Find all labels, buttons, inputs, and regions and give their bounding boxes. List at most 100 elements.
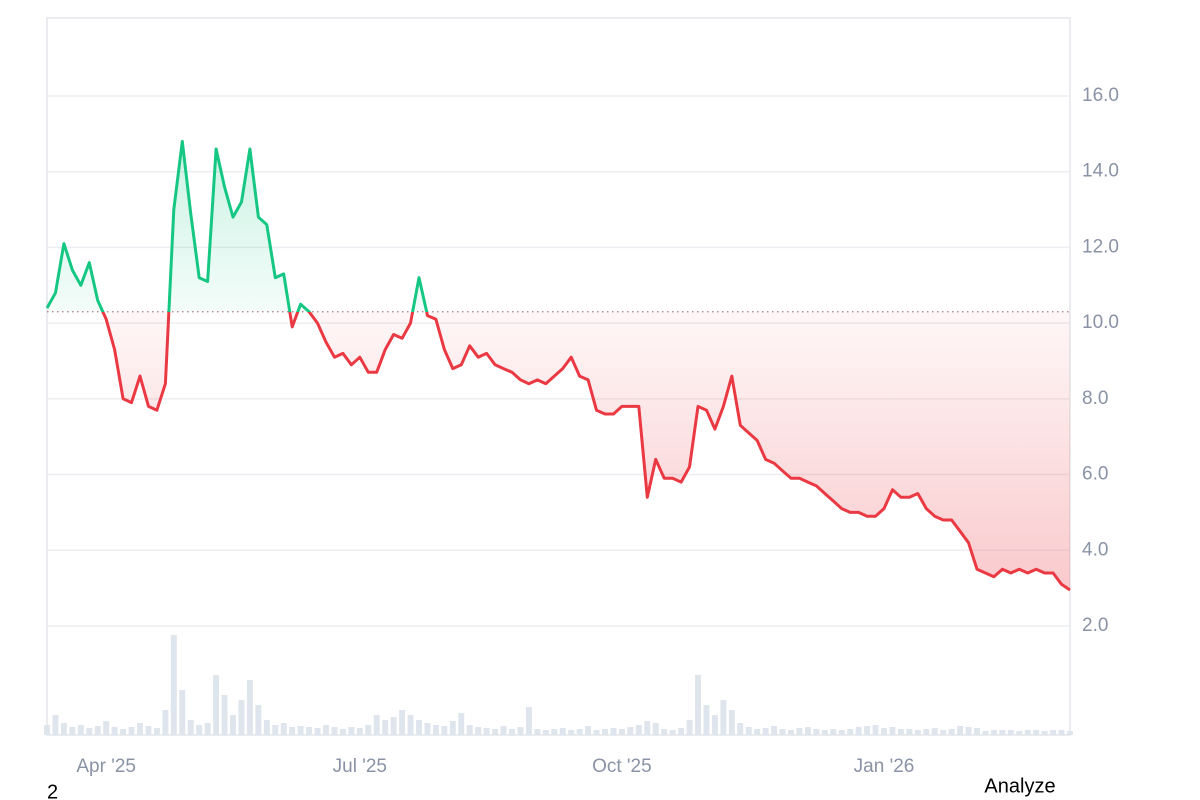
volume-bar [458,713,465,735]
volume-bar [923,729,930,735]
volume-bar [263,720,270,735]
y-tick-label: 4.0 [1082,539,1108,560]
volume-bar [466,725,473,735]
volume-bar [610,728,617,735]
volume-bar [280,723,287,735]
volume-bar [618,729,625,735]
volume-bar [323,725,329,735]
volume-bar [897,729,904,735]
analyze-button[interactable]: Analyze [984,775,1055,797]
volume-bar [297,726,304,735]
volume-bar [847,729,854,735]
volume-bar [940,730,947,735]
volume-bar [213,675,220,735]
y-tick-label: 10.0 [1082,312,1119,333]
volume-bar [424,723,431,735]
volume-bar [661,729,668,735]
volume-bar [137,723,143,735]
volume-bar [695,675,701,735]
volume-bar [128,727,135,735]
x-tick-label: Oct '25 [592,756,652,777]
volume-bar [948,729,955,735]
volume-bar [255,705,262,735]
volume-bar [475,727,482,735]
y-tick-label: 6.0 [1082,464,1108,485]
volume-bar [855,727,862,735]
volume-bar [957,726,964,735]
volume-bar [373,715,380,735]
volume-bar [602,729,608,735]
volume-bar [678,728,685,735]
volume-bar [1058,730,1065,735]
volume-bar [703,705,710,735]
price-line [45,139,1071,592]
volume-bar [974,728,980,735]
volume-bar [348,727,355,735]
volume-bar [77,725,84,735]
volume-bar [652,723,659,735]
volume-bar [745,727,752,735]
volume-bar [813,729,820,735]
y-tick-label: 8.0 [1082,388,1108,409]
volume-bar [931,728,938,735]
volume-bar [399,710,406,735]
volume-bar [804,727,811,735]
volume-bar [86,728,93,735]
volume-bar [196,725,203,735]
volume-bar [500,726,507,735]
volume-bar [517,727,524,735]
volume-bar [432,725,439,735]
volume-bar [390,717,397,735]
volume-bar [838,730,845,735]
volume-bar [525,707,532,735]
volume-bar [872,725,879,735]
volume-bar [246,680,253,735]
volume-bar [585,726,592,735]
volume-bar [1041,731,1048,735]
volume-bar [145,726,152,735]
volume-bar [407,715,414,735]
x-tick-label: Jan '26 [854,756,915,777]
volume-bar [44,725,50,735]
volume-bar [331,727,338,735]
volume-bar [830,729,837,735]
volume-bar [534,729,541,735]
volume-bar [94,726,101,735]
volume-bar [103,721,110,735]
volume-bar [339,729,346,735]
volume-bar [881,728,887,735]
volume-bar [416,720,422,735]
volume-bar [965,727,972,735]
volume-bar [999,730,1006,735]
volume-bar [635,725,642,735]
volume-bar [289,727,296,735]
volume-bar [686,720,693,735]
volume-bar [306,727,313,735]
volume-bar [576,729,583,735]
volume-bar [170,635,177,735]
volume-bar [788,730,794,735]
volume-bar [314,728,321,735]
volume-bar [821,730,828,735]
volume-bar [542,730,549,735]
volume-bar [771,726,778,735]
volume-bar [864,726,871,735]
volume-bar [204,723,211,735]
y-tick-label: 12.0 [1082,236,1119,257]
volume-bar [711,715,718,735]
volume-bar [179,690,186,735]
area [47,141,1070,590]
volume-bar [559,728,566,735]
volume-bar [221,695,228,735]
volume-bar [914,730,921,735]
x-tick-label: Jul '25 [333,756,387,777]
volume-bar [230,715,236,735]
volume-bar [720,700,727,735]
volume-bar [889,727,896,735]
volume-bar [111,727,118,735]
volume-bar [162,710,169,735]
y-tick-label: 16.0 [1082,85,1119,106]
volume-bar [60,723,67,735]
volume-bar [779,729,786,735]
